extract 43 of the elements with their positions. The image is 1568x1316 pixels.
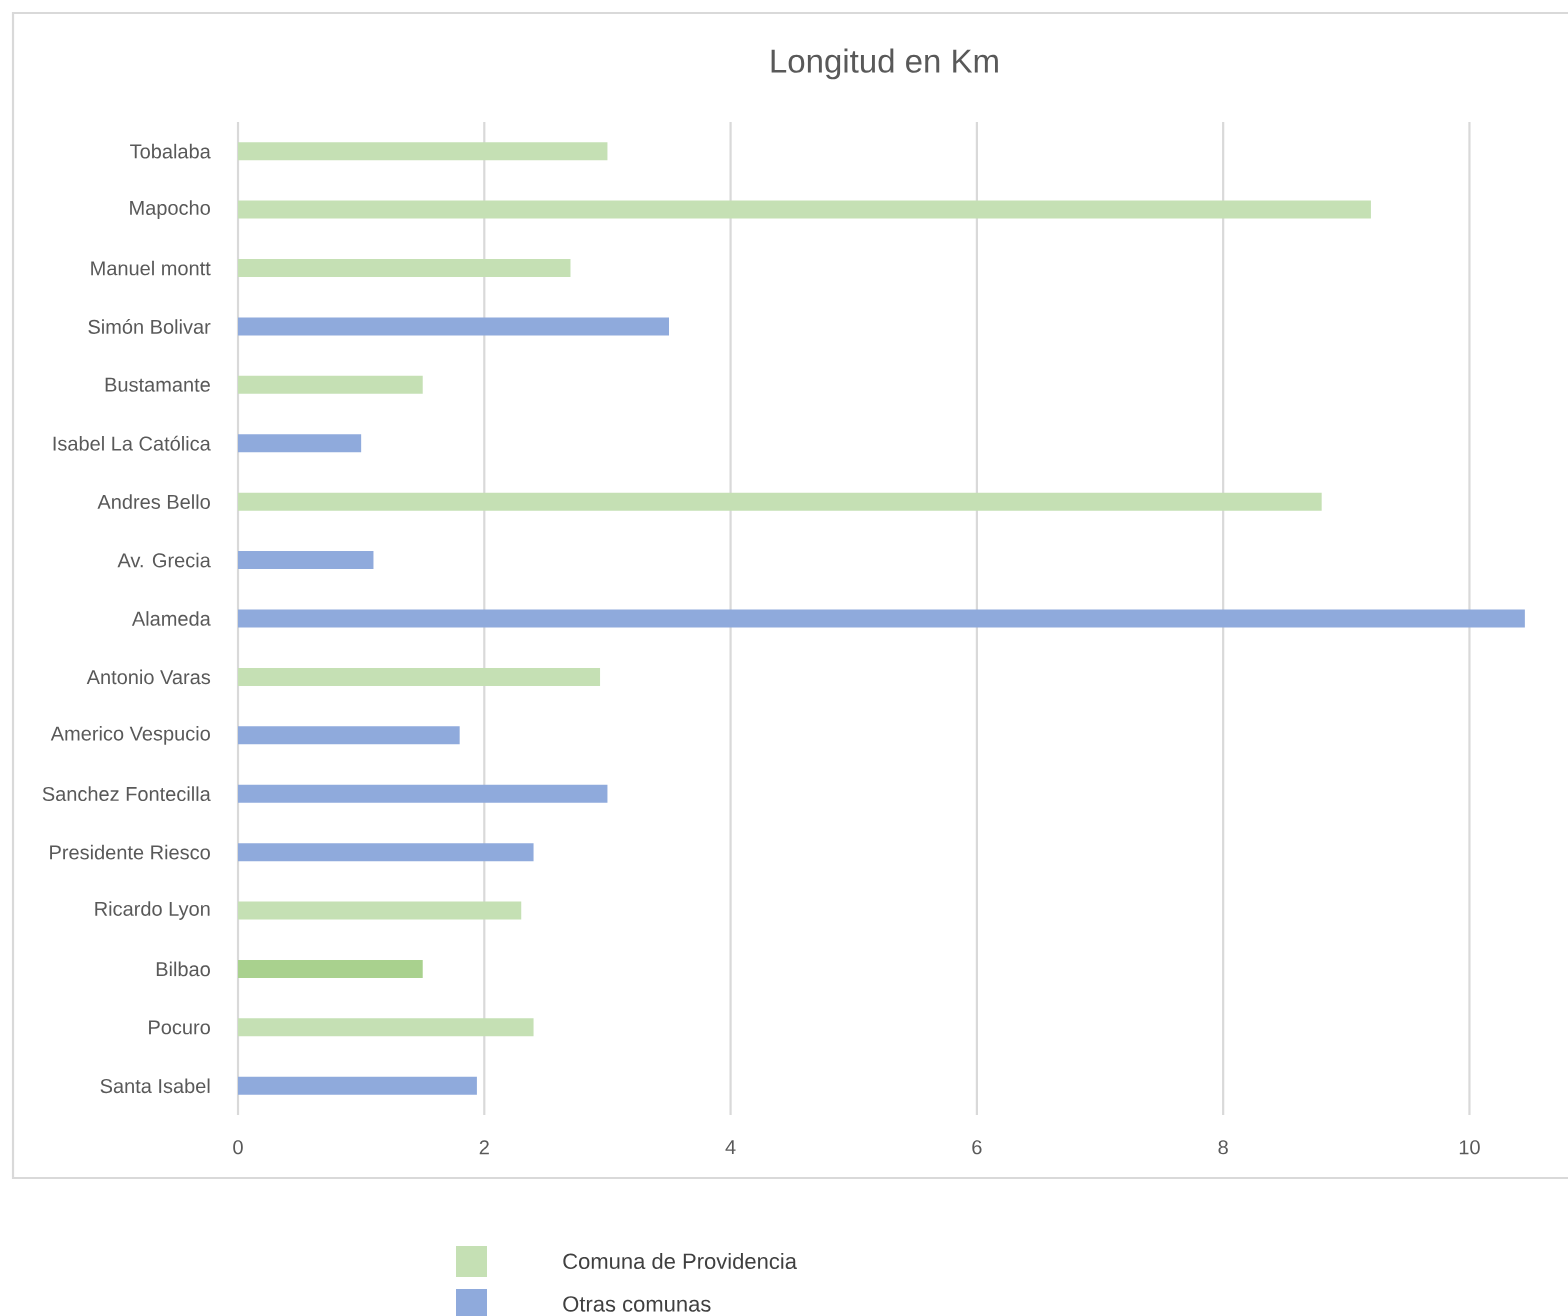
- bar: [238, 142, 608, 161]
- bar: [238, 726, 460, 745]
- bar: [238, 200, 1371, 219]
- bar: [238, 901, 522, 920]
- bar: [238, 551, 374, 570]
- y-tick-label: Santa Isabel: [100, 1078, 210, 1094]
- bar: [238, 784, 608, 803]
- x-tick-label: 10: [1459, 1140, 1480, 1155]
- bar: [238, 434, 362, 453]
- y-tick-label: Pocuro: [149, 1020, 210, 1035]
- y-tick-label: Isabel La Católica: [53, 435, 211, 451]
- x-tick-label: 2: [479, 1140, 489, 1155]
- bar: [238, 317, 670, 336]
- x-tick-label: 8: [1218, 1140, 1228, 1155]
- bar: [238, 1076, 477, 1095]
- y-tick-label: Mapocho: [130, 200, 210, 219]
- y-tick-label: Tobalaba: [130, 143, 211, 159]
- bar: [238, 667, 601, 686]
- x-tick-label: 4: [725, 1140, 736, 1154]
- y-tick-label: Alameda: [131, 611, 211, 626]
- x-tick-label: 0: [233, 1140, 243, 1155]
- y-tick-label: Bustamante: [105, 377, 210, 392]
- y-tick-label: Andres Bello: [97, 494, 210, 510]
- bar: [238, 843, 534, 862]
- y-tick-label: Sanchez Fontecilla: [42, 786, 211, 802]
- bar: [238, 959, 423, 978]
- text: Comuna de Providencia: [563, 1252, 797, 1270]
- bar: [238, 259, 571, 278]
- bar: [238, 609, 1525, 628]
- y-tick-label: Simón Bolivar: [88, 318, 211, 334]
- text: Otras comunas: [563, 1296, 711, 1312]
- y-tick-label: Americo Vespucio: [50, 725, 210, 745]
- chart-title: Longitud en Km: [771, 48, 998, 80]
- y-tick-label: Av. Grecia: [117, 552, 211, 568]
- y-tick-label: Ricardo Lyon: [95, 901, 210, 920]
- bar: [238, 375, 423, 394]
- bar: [238, 1018, 534, 1037]
- bar: [238, 492, 1322, 511]
- y-tick-label: Manuel montt: [91, 260, 211, 276]
- y-tick-label: Presidente Riesco: [50, 844, 210, 860]
- x-tick-label: 6: [972, 1140, 982, 1155]
- y-tick-label: Antonio Varas: [86, 669, 211, 685]
- y-tick-label: Bilbao: [156, 961, 210, 977]
